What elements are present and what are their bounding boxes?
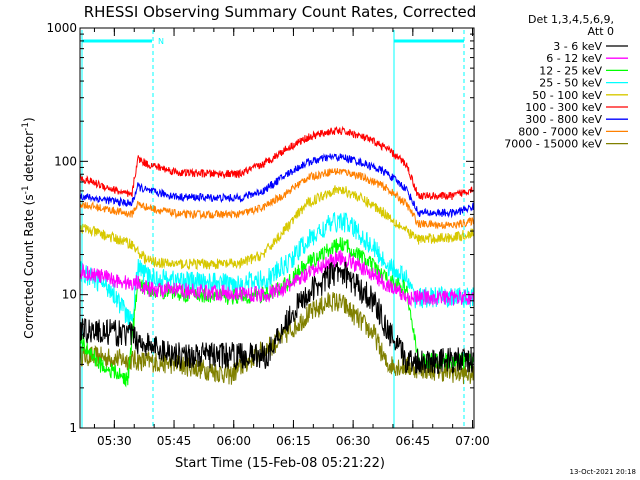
series-line-3-6-keV bbox=[79, 261, 474, 374]
plot-frame bbox=[79, 27, 475, 429]
legend-label: 300 - 800 keV bbox=[525, 113, 602, 126]
x-tick-label: 06:00 bbox=[216, 434, 251, 448]
attenuator-markers bbox=[81, 30, 465, 428]
series-line-50-100-keV bbox=[79, 185, 474, 271]
x-tick-label: 06:15 bbox=[276, 434, 311, 448]
chart-title: RHESSI Observing Summary Count Rates, Co… bbox=[84, 3, 477, 21]
series-line-6-12-keV bbox=[79, 250, 474, 307]
series-group bbox=[79, 125, 474, 388]
legend-label: 3 - 6 keV bbox=[553, 40, 602, 53]
timestamp: 13-Oct-2021 20:18 bbox=[570, 468, 636, 476]
y-axis-label: Corrected Count Rate (s-1 detector-1) bbox=[21, 117, 36, 338]
y-tick-label: 1 bbox=[69, 421, 77, 435]
x-tick-label: 05:30 bbox=[97, 434, 132, 448]
series-line-100-300-keV bbox=[79, 125, 474, 201]
attenuator-label: N bbox=[158, 37, 164, 46]
y-tick-label: 10 bbox=[62, 288, 77, 302]
series-line-800-7000-keV bbox=[79, 168, 474, 230]
series-line-300-800-keV bbox=[79, 153, 474, 219]
legend-label: 800 - 7000 keV bbox=[518, 125, 602, 138]
legend-header-line: Att 0 bbox=[588, 25, 614, 38]
legend-label: 25 - 50 keV bbox=[539, 77, 602, 90]
y-tick-label: 100 bbox=[54, 154, 77, 168]
x-tick-label: 06:30 bbox=[336, 434, 371, 448]
x-tick-label: 06:45 bbox=[396, 434, 431, 448]
y-tick-label: 1000 bbox=[46, 21, 77, 35]
legend-header-line: Det 1,3,4,5,6,9, bbox=[528, 13, 614, 26]
x-tick-label: 05:45 bbox=[157, 434, 192, 448]
legend-label: 50 - 100 keV bbox=[532, 89, 602, 102]
x-axis-label: Start Time (15-Feb-08 05:21:22) bbox=[175, 456, 385, 471]
axes-group: 1000 100 10 1 05:30 05:45 06:00 06:15 06:30 06:45… bbox=[46, 21, 489, 448]
series-line-25-50-keV bbox=[79, 212, 474, 331]
legend-label: 12 - 25 keV bbox=[539, 64, 602, 77]
legend-label: 7000 - 15000 keV bbox=[504, 138, 602, 151]
legend-label: 6 - 12 keV bbox=[546, 52, 602, 65]
legend-label: 100 - 300 keV bbox=[525, 101, 602, 114]
x-tick-label: 07:00 bbox=[455, 434, 490, 448]
